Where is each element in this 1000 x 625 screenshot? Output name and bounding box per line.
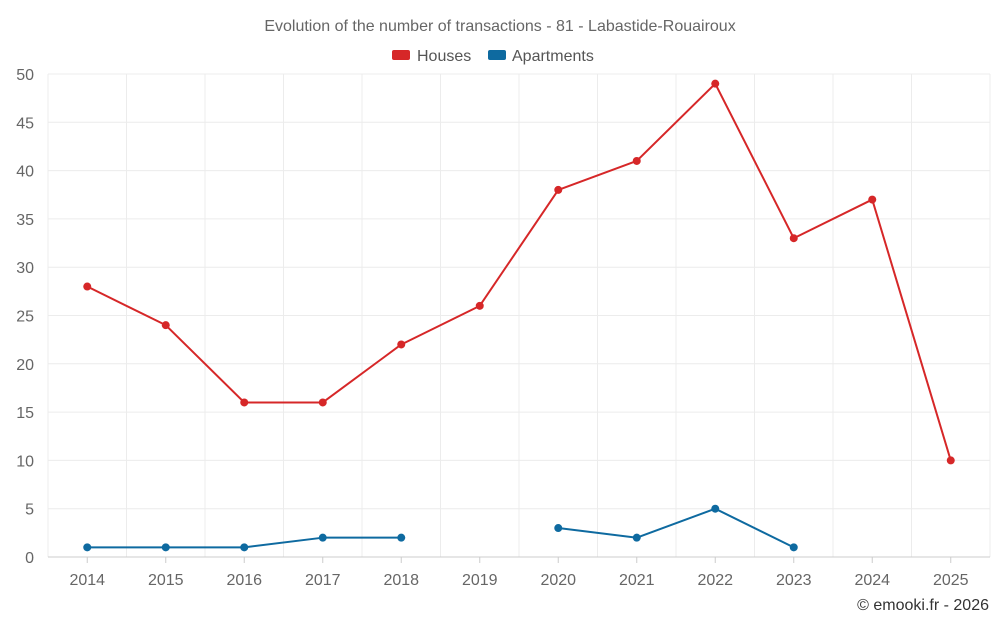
series-line-houses	[86, 82, 952, 461]
data-point-apartments	[240, 543, 249, 552]
data-point-apartments	[789, 543, 798, 552]
legend-swatch-houses	[392, 50, 410, 60]
credit-text: © emooki.fr - 2026	[857, 597, 989, 614]
data-point-apartments	[711, 504, 720, 513]
data-point-houses	[83, 282, 92, 291]
x-tick-label: 2025	[933, 572, 969, 589]
x-tick-label: 2014	[69, 572, 105, 589]
data-point-houses	[711, 79, 720, 88]
chart-title: Evolution of the number of transactions …	[264, 18, 735, 35]
data-point-apartments	[632, 533, 641, 542]
y-tick-label: 25	[16, 309, 34, 326]
data-point-houses	[554, 185, 563, 194]
data-point-apartments	[397, 533, 406, 542]
y-tick-label: 40	[16, 164, 34, 181]
y-tick-label: 50	[16, 67, 34, 84]
y-tick-label: 5	[25, 502, 34, 519]
data-point-houses	[475, 301, 484, 310]
y-tick-label: 15	[16, 405, 34, 422]
y-tick-label: 0	[25, 550, 34, 567]
x-tick-label: 2018	[383, 572, 419, 589]
x-tick-label: 2019	[462, 572, 498, 589]
data-point-houses	[946, 456, 955, 465]
legend-label-apartments: Apartments	[512, 48, 594, 65]
y-tick-label: 30	[16, 260, 34, 277]
data-point-houses	[632, 156, 641, 165]
x-tick-label: 2015	[148, 572, 184, 589]
data-point-houses	[240, 398, 249, 407]
legend-swatch-apartments	[488, 50, 506, 60]
series	[83, 79, 955, 552]
y-tick-label: 10	[16, 453, 34, 470]
legend: Houses Apartments	[392, 48, 594, 65]
data-point-apartments	[161, 543, 170, 552]
y-tick-label: 35	[16, 212, 34, 229]
x-tick-label: 2017	[305, 572, 341, 589]
data-point-apartments	[83, 543, 92, 552]
series-line-apartments	[558, 507, 795, 549]
x-tick-label: 2024	[854, 572, 890, 589]
data-point-houses	[789, 234, 798, 243]
data-point-houses	[318, 398, 327, 407]
x-tick-label: 2021	[619, 572, 655, 589]
legend-label-houses: Houses	[417, 48, 471, 65]
x-axis: 2014 2015 2016 2017 2018 2019 2020 2021 2022 2023…	[48, 556, 990, 589]
data-point-houses	[868, 195, 877, 204]
grid	[47, 73, 991, 557]
x-tick-label: 2020	[540, 572, 576, 589]
legend-item-houses[interactable]: Houses	[392, 48, 471, 65]
x-tick-label: 2022	[697, 572, 733, 589]
y-tick-label: 45	[16, 115, 34, 132]
data-point-houses	[397, 340, 406, 349]
legend-item-apartments[interactable]: Apartments	[488, 48, 594, 65]
data-point-houses	[161, 321, 170, 330]
data-point-apartments	[318, 533, 327, 542]
x-tick-label: 2023	[776, 572, 812, 589]
y-tick-label: 20	[16, 357, 34, 374]
x-tick-label: 2016	[226, 572, 262, 589]
y-axis: 0 5 10 15 20 25 30 35 40 45 50	[16, 67, 34, 567]
data-point-apartments	[554, 524, 563, 533]
